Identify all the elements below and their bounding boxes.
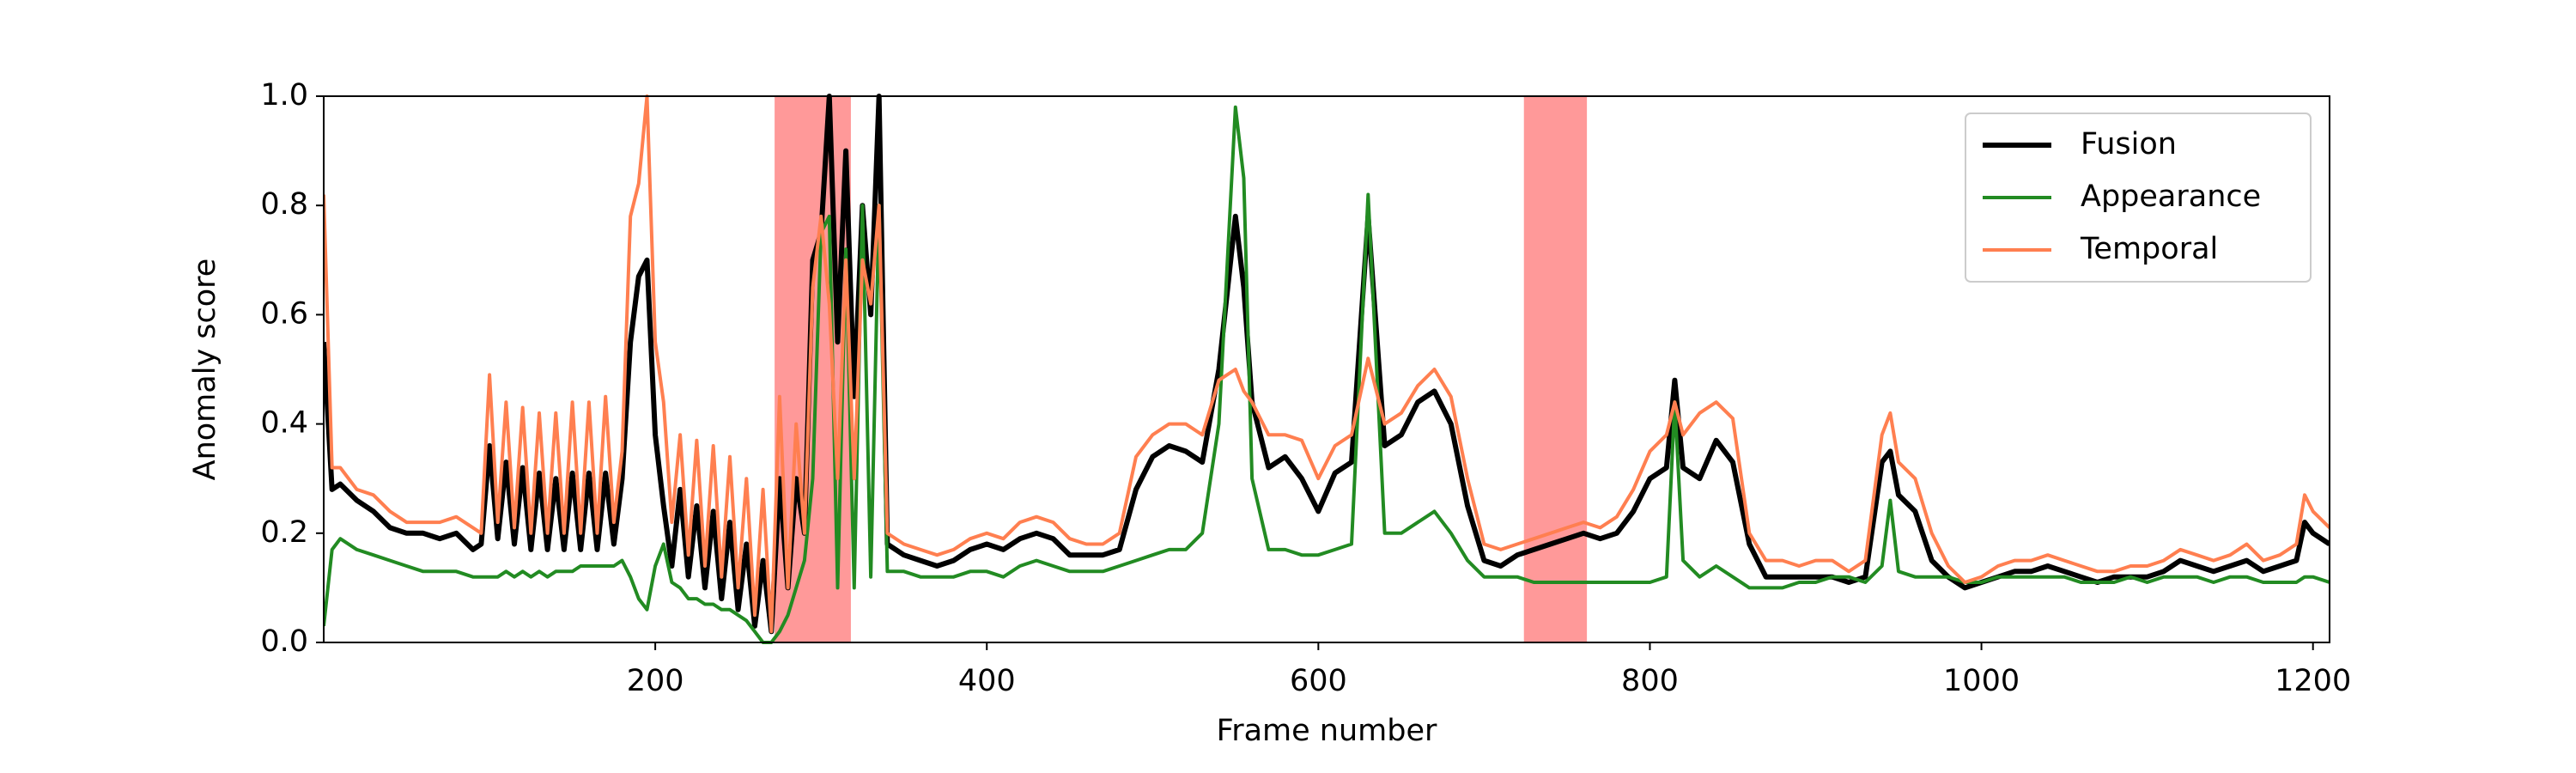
x-tick-label: 400 [958,664,1016,698]
x-tick-label: 800 [1621,664,1679,698]
legend-label: Appearance [2081,180,2261,214]
legend-box [1965,113,2312,283]
y-axis-label: Anomaly score [188,259,222,481]
y-tick-label: 0.2 [260,515,308,550]
legend-label: Temporal [2080,232,2218,266]
y-tick-label: 0.0 [260,624,308,659]
x-tick-label: 600 [1290,664,1347,698]
y-tick-label: 0.6 [260,296,308,331]
x-tick-label: 1200 [2275,664,2351,698]
series-line [324,105,2330,644]
x-tick-label: 1000 [1943,664,2020,698]
y-tick-label: 0.4 [260,406,308,441]
highlight-region [1523,96,1588,642]
series-line [324,94,2330,634]
x-tick-label: 200 [627,664,684,698]
x-axis-label: Frame number [1217,714,1437,748]
y-tick-label: 1.0 [260,78,308,113]
plot-frame [323,95,2330,643]
y-tick-label: 0.8 [260,187,308,222]
legend-label: Fusion [2081,127,2177,161]
series-line [324,94,2330,635]
